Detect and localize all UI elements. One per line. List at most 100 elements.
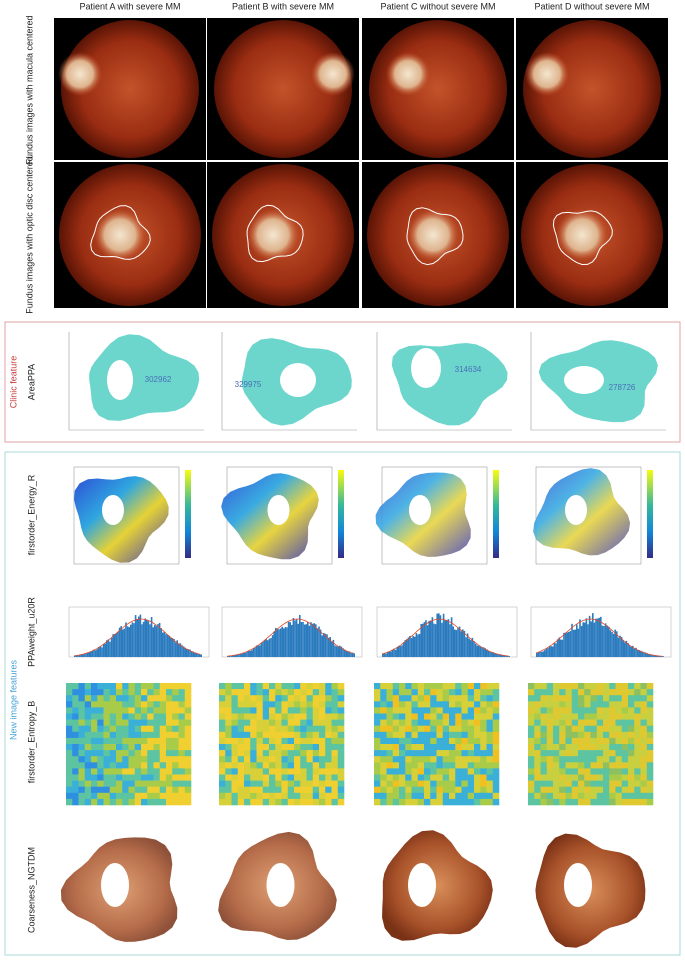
entropy-cell	[486, 780, 494, 787]
entropy-cell	[584, 731, 591, 739]
entropy-cell	[455, 719, 462, 726]
entropy-cell	[386, 768, 394, 775]
entropy-cell	[319, 750, 326, 757]
entropy-cell	[134, 798, 142, 806]
entropy-cell	[380, 774, 387, 781]
hist-bar	[246, 651, 248, 657]
hist-bar	[536, 652, 538, 657]
entropy-cell	[178, 774, 186, 781]
entropy-cell	[380, 695, 387, 702]
entropy-cell	[424, 707, 431, 714]
entropy-cell	[546, 750, 554, 757]
entropy-cell	[312, 737, 320, 745]
entropy-cell	[646, 744, 654, 751]
entropy-cell	[467, 774, 475, 781]
entropy-cell	[571, 695, 579, 702]
hist-bar	[93, 649, 95, 657]
hist-bar	[644, 652, 647, 657]
entropy-cell	[590, 695, 598, 702]
entropy-cell	[122, 750, 129, 757]
hist-bar	[259, 645, 261, 657]
hist-bar	[179, 643, 182, 657]
entropy-cell	[184, 750, 192, 757]
entropy-cell	[97, 737, 104, 745]
entropy-cell	[172, 707, 179, 714]
entropy-cell	[134, 725, 142, 733]
entropy-cell	[237, 695, 245, 702]
hist-bar	[490, 652, 493, 657]
hist-bar	[494, 653, 496, 657]
hist-bar	[502, 655, 504, 657]
entropy-cell	[436, 719, 444, 726]
entropy-cell	[540, 798, 548, 806]
hist-bar	[260, 643, 263, 657]
entropy-cell	[380, 683, 387, 690]
entropy-cell	[615, 756, 623, 763]
entropy-cell	[184, 798, 192, 806]
entropy-cell	[603, 750, 610, 757]
entropy-cell	[275, 780, 282, 787]
hist-bar	[428, 620, 430, 657]
hist-bar	[279, 628, 282, 657]
entropy-cell	[244, 792, 251, 800]
entropy-cell	[405, 762, 412, 769]
entropy-cell	[331, 756, 339, 763]
entropy-cell	[553, 756, 560, 763]
entropy-cell	[492, 719, 500, 726]
entropy-cell	[97, 707, 104, 714]
entropy-cell	[250, 713, 257, 720]
entropy-cell	[128, 750, 136, 757]
entropy-cell	[480, 683, 487, 690]
colorbar	[647, 470, 653, 558]
entropy-cell	[109, 707, 117, 714]
entropy-cell	[646, 762, 654, 769]
entropy-cell	[159, 744, 167, 751]
hist-bar	[474, 643, 477, 657]
entropy-cell	[609, 707, 616, 714]
entropy-cell	[84, 798, 92, 806]
hist-bar	[545, 648, 548, 657]
entropy-cell	[480, 713, 487, 720]
entropy-cell	[72, 707, 79, 714]
entropy-cell	[219, 756, 226, 763]
entropy-cell	[231, 731, 239, 739]
hist-bar	[115, 632, 118, 657]
plot-axis	[530, 332, 666, 431]
entropy-cell	[219, 792, 226, 800]
entropy-cell	[590, 762, 598, 769]
hist-bar	[329, 637, 331, 657]
entropy-cell	[134, 689, 142, 696]
entropy-cell	[116, 744, 123, 751]
entropy-cell	[615, 774, 623, 781]
entropy-cell	[331, 731, 339, 739]
entropy-cell	[411, 701, 419, 708]
hist-bar	[275, 628, 277, 657]
entropy-cell	[590, 689, 598, 696]
entropy-cell	[166, 792, 173, 800]
entropy-cell	[225, 756, 232, 763]
entropy-cell	[300, 768, 307, 775]
entropy-cell	[109, 792, 117, 800]
entropy-cell	[584, 719, 591, 726]
entropy-cell	[565, 744, 573, 751]
entropy-cell	[486, 707, 494, 714]
entropy-cell	[219, 701, 226, 708]
hist-bar	[231, 655, 234, 657]
entropy-cell	[91, 786, 98, 794]
entropy-cell	[319, 774, 326, 781]
hist-bar	[628, 645, 631, 657]
entropy-cell	[449, 798, 456, 806]
entropy-cell	[262, 750, 270, 757]
entropy-cell	[103, 689, 111, 696]
entropy-cell	[603, 683, 610, 690]
entropy-cell	[609, 731, 616, 739]
entropy-cell	[147, 713, 154, 720]
entropy-cell	[603, 768, 610, 775]
entropy-cell	[399, 750, 406, 757]
entropy-cell	[455, 792, 462, 800]
entropy-cell	[603, 744, 610, 751]
fit-curve	[226, 618, 354, 657]
entropy-cell	[449, 780, 456, 787]
entropy-cell	[430, 731, 437, 739]
hist-bar	[604, 623, 607, 657]
